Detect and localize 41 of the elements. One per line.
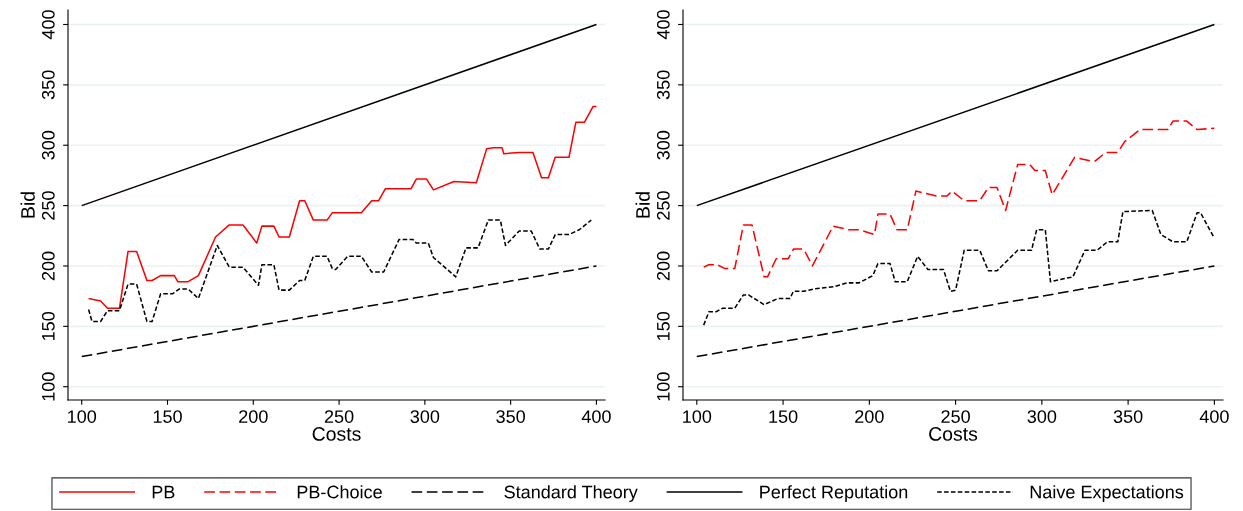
legend-label: Standard Theory bbox=[504, 485, 638, 502]
x-tick-label: 350 bbox=[496, 410, 525, 423]
x-tick-label: 100 bbox=[68, 410, 97, 423]
line-series bbox=[87, 219, 593, 323]
y-tick-label: 350 bbox=[656, 70, 670, 100]
x-tick-label: 200 bbox=[855, 410, 884, 423]
x-tick-label: 250 bbox=[324, 410, 354, 423]
x-axis-title: Costs bbox=[929, 427, 978, 441]
text: PB-Choice bbox=[297, 485, 382, 499]
x-tick-label: 300 bbox=[1027, 410, 1057, 423]
y-tick-label: 150 bbox=[41, 311, 55, 341]
x-tick-label: 150 bbox=[153, 410, 182, 423]
y-tick-label: 300 bbox=[41, 130, 55, 160]
y-tick-label: 350 bbox=[41, 70, 55, 100]
y-axis-title: Bid bbox=[20, 192, 35, 218]
y-tick-label: 400 bbox=[41, 10, 55, 40]
legend-label: PB bbox=[152, 485, 175, 499]
x-tick-label: 100 bbox=[683, 410, 712, 423]
legend-label: Perfect Reputation bbox=[760, 485, 908, 502]
legend-label: Naive Expectations bbox=[1030, 485, 1184, 502]
x-tick-label: 200 bbox=[239, 410, 268, 423]
x-tick-label: 300 bbox=[410, 410, 440, 423]
x-axis-title: Costs bbox=[312, 427, 361, 441]
y-tick-label: 250 bbox=[656, 191, 670, 220]
x-tick-label: 400 bbox=[581, 410, 611, 423]
x-tick-label: 150 bbox=[769, 410, 798, 423]
y-tick-label: 150 bbox=[656, 311, 670, 341]
y-axis-title: Bid bbox=[635, 192, 650, 218]
x-tick-label: 400 bbox=[1199, 410, 1229, 423]
line-series bbox=[702, 120, 1216, 278]
y-tick-label: 100 bbox=[656, 372, 670, 401]
y-tick-label: 250 bbox=[41, 191, 55, 220]
line-series bbox=[87, 105, 598, 310]
y-tick-label: 300 bbox=[656, 130, 670, 160]
x-tick-label: 250 bbox=[941, 410, 970, 423]
y-tick-label: 100 bbox=[41, 372, 55, 401]
y-tick-label: 200 bbox=[656, 251, 670, 281]
line-series bbox=[702, 209, 1216, 326]
y-tick-label: 400 bbox=[656, 10, 670, 40]
x-tick-label: 350 bbox=[1113, 410, 1143, 423]
y-tick-label: 200 bbox=[41, 251, 55, 281]
